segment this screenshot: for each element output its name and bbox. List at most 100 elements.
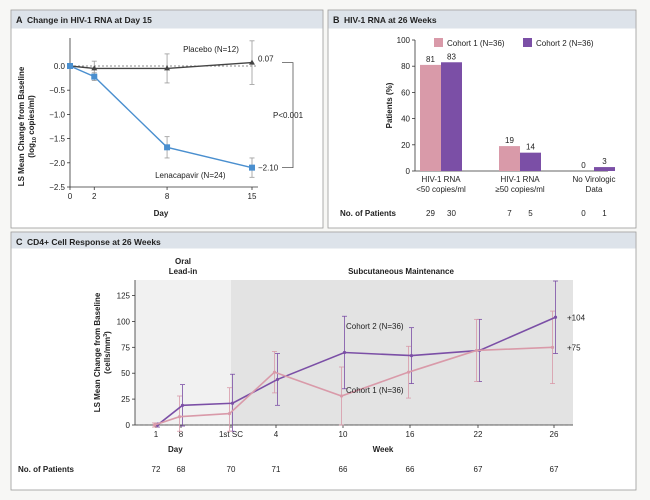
c-x-tick-label: 4 xyxy=(274,430,279,439)
c-x-tick-label: 1st SC xyxy=(219,430,243,439)
c-patients-label: No. of Patients xyxy=(18,465,75,474)
b-bar-value-label: 83 xyxy=(447,52,456,61)
c-point-cohort1 xyxy=(339,394,344,398)
b-y-tick-label: 40 xyxy=(401,115,410,124)
c-y-tick-label: 50 xyxy=(121,369,130,378)
b-patients-label: No. of Patients xyxy=(340,209,397,218)
c-y-tick-label: 25 xyxy=(121,395,130,404)
panel-a-chart: 0.0 −0.5 −1.0 −1.5 −2.0 −2.50 2 8 15 Day LS Mean C… xyxy=(17,38,304,218)
a-placebo-point xyxy=(164,65,171,71)
panel-c-header xyxy=(11,232,636,249)
panel-a: A Change in HIV-1 RNA at Day 15 xyxy=(10,9,324,229)
b-y-tick-label: 100 xyxy=(397,36,411,45)
c-patients-count: 66 xyxy=(339,465,348,474)
b-category-label: ≥50 copies/ml xyxy=(495,185,545,194)
c-x-tick-label: 8 xyxy=(179,430,184,439)
a-x-tick-label: 0 xyxy=(68,192,73,201)
a-y-axis-label-2: (log10 copies/ml) xyxy=(27,95,38,158)
a-lenacapavir-point xyxy=(91,73,98,80)
b-legend-label: Cohort 1 (N=36) xyxy=(447,39,505,48)
a-y-tick-label: −2.0 xyxy=(49,159,65,168)
c-point-cohort2 xyxy=(180,403,185,407)
panel-c-letter: C xyxy=(16,237,23,247)
c-series-cohort1-line xyxy=(154,346,553,426)
b-bar-value-label: 3 xyxy=(602,157,607,166)
panel-b-header xyxy=(328,10,636,29)
c-cohort2-label: Cohort 2 (N=36) xyxy=(346,322,404,331)
c-point-cohort2 xyxy=(553,315,558,319)
c-x-tick-label: 16 xyxy=(406,430,415,439)
a-p-bracket xyxy=(282,62,294,169)
a-y-axis-label-2c: copies/ml) xyxy=(27,95,36,137)
b-bar-cohort2 xyxy=(594,167,615,171)
c-y-tick-label: 0 xyxy=(126,421,131,430)
b-category-label: HIV-1 RNA xyxy=(500,175,540,184)
a-y-axis-label-group: LS Mean Change from Baseline (log10 copie… xyxy=(17,66,38,186)
a-lenacapavir-end-label: −2.10 xyxy=(258,164,279,173)
c-point-cohort1 xyxy=(550,345,555,349)
c-point-cohort1 xyxy=(227,412,232,416)
a-y-axis-label: LS Mean Change from Baseline xyxy=(17,66,26,186)
c-leadin-label-2: Lead-in xyxy=(169,267,198,276)
c-y-tick-label: 125 xyxy=(117,292,131,301)
b-y-tick-label: 0 xyxy=(406,167,411,176)
a-x-axis-label: Day xyxy=(154,209,169,218)
b-legend-swatch xyxy=(434,38,443,47)
a-y-tick-label: −1.5 xyxy=(49,135,65,144)
c-patients-count: 71 xyxy=(272,465,281,474)
c-maintenance-label: Subcutaneous Maintenance xyxy=(348,267,454,276)
b-patients-count: 7 xyxy=(507,209,512,218)
a-y-axis-label-2a: (log xyxy=(27,143,36,158)
a-placebo-label: Placebo (N=12) xyxy=(183,45,239,54)
b-patients-count: 29 xyxy=(426,209,435,218)
a-placebo-point xyxy=(249,59,255,65)
c-day-label: Day xyxy=(168,445,183,454)
c-maintenance-region xyxy=(231,280,573,425)
b-patients-count: 0 xyxy=(581,209,586,218)
c-point-cohort2 xyxy=(342,350,347,355)
b-category-label: No Virologic xyxy=(573,175,616,184)
c-point-cohort1 xyxy=(474,348,479,353)
c-x-tick-label: 26 xyxy=(550,430,559,439)
b-patients-count: 30 xyxy=(447,209,456,218)
panel-b-border xyxy=(327,9,637,229)
b-category-label: Data xyxy=(586,185,603,194)
c-patients-count: 66 xyxy=(406,465,415,474)
c-point-cohort1 xyxy=(272,370,277,374)
panel-b-chart: 0 20 40 60 80 100 Patients (%) 81 19 0 83 14 3 HIV-1 … xyxy=(340,36,615,218)
b-bar-cohort2 xyxy=(441,62,462,171)
b-legend-swatch xyxy=(523,38,532,47)
c-y-axis-label-2: (cells/mm3) xyxy=(103,331,112,374)
panel-a-header xyxy=(11,10,323,29)
c-y-axis-label: LS Mean Change from Baseline xyxy=(93,292,102,412)
a-placebo-point xyxy=(91,65,98,71)
a-series-placebo-line xyxy=(69,61,253,70)
a-lenacapavir-point xyxy=(249,164,255,171)
b-bar-value-label: 81 xyxy=(426,55,435,64)
c-point-cohort1 xyxy=(177,415,182,419)
panel-b: B HIV-1 RNA at 26 Weeks xyxy=(327,9,637,229)
c-cohort2-end-label: +104 xyxy=(567,313,586,322)
b-bar-cohort1 xyxy=(420,64,441,171)
c-errbar-cohort1 xyxy=(177,395,182,432)
a-x-tick-label: 2 xyxy=(92,192,97,201)
c-patients-count: 72 xyxy=(152,465,161,474)
b-category-label: <50 copies/ml xyxy=(416,185,466,194)
a-lenacapavir-point xyxy=(164,144,171,151)
panel-a-title: Change in HIV-1 RNA at Day 15 xyxy=(27,15,152,25)
a-y-tick-label: −1.0 xyxy=(49,110,65,119)
c-x-tick-label: 10 xyxy=(339,430,348,439)
a-lenacapavir-label: Lenacapavir (N=24) xyxy=(155,171,226,180)
c-x-tick-label: 22 xyxy=(474,430,483,439)
a-placebo-end-label: 0.07 xyxy=(258,55,274,64)
c-point-cohort2 xyxy=(230,401,235,405)
c-patients-count: 67 xyxy=(474,465,483,474)
c-point-cohort1 xyxy=(406,370,411,374)
b-legend: Cohort 1 (N=36) Cohort 2 (N=36) xyxy=(434,38,594,48)
c-y-axis-label-2c: ) xyxy=(103,331,112,334)
c-leadin-label-1: Oral xyxy=(175,257,191,266)
a-y-tick-label: −2.5 xyxy=(49,183,65,192)
c-y-axis-label-2a: (cells/mm xyxy=(103,337,112,374)
